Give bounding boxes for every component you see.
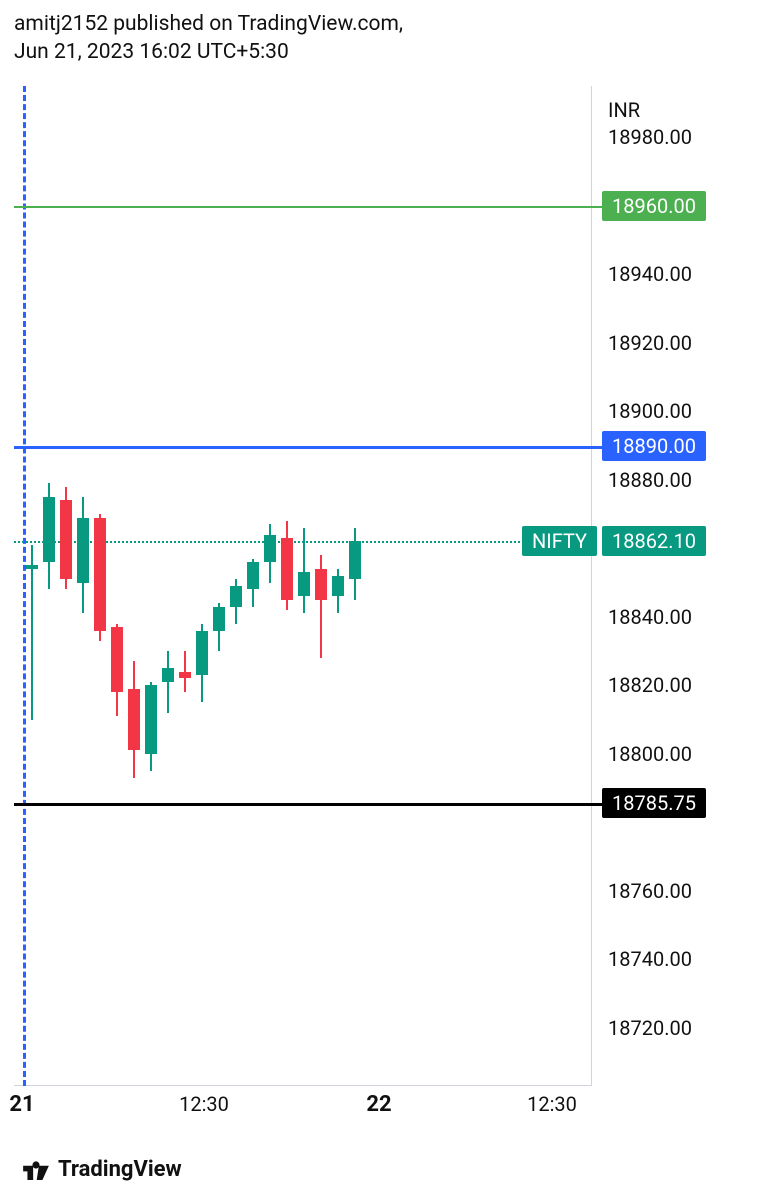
candle-wick xyxy=(303,528,305,614)
x-tick-label: 21 xyxy=(9,1092,34,1117)
candle-body xyxy=(43,497,55,562)
tradingview-logo-text: TradingView xyxy=(58,1157,182,1182)
x-tick-label: 12:30 xyxy=(527,1092,577,1116)
candle-body xyxy=(94,518,106,631)
y-tick-label: 18840.00 xyxy=(594,605,744,629)
candle-body xyxy=(247,562,259,589)
candle-wick xyxy=(31,545,33,720)
y-tick-label: 18760.00 xyxy=(594,879,744,903)
candle-body xyxy=(77,518,89,583)
x-axis[interactable]: 2112:302212:30 xyxy=(14,1086,592,1126)
candle-body xyxy=(332,576,344,597)
tradingview-logo-icon xyxy=(22,1160,50,1180)
chart-plot[interactable] xyxy=(14,86,592,1086)
y-tick-label: 18920.00 xyxy=(594,331,744,355)
price-level-badge: 18960.00 xyxy=(602,191,706,221)
publish-meta-line2: Jun 21, 2023 16:02 UTC+5:30 xyxy=(14,38,403,66)
y-tick-label: 18940.00 xyxy=(594,262,744,286)
y-tick-label: 18900.00 xyxy=(594,399,744,423)
y-tick-label: 18720.00 xyxy=(594,1016,744,1040)
price-level-badge: 18890.00 xyxy=(602,431,706,461)
symbol-badge: NIFTY xyxy=(522,526,597,556)
x-tick-label: 22 xyxy=(366,1092,391,1117)
y-tick-label: 18740.00 xyxy=(594,947,744,971)
candle-body xyxy=(111,627,123,692)
chart-area[interactable]: INR 18980.00 18940.00 18920.00 18900.00 1888… xyxy=(14,86,744,1126)
candle-body xyxy=(349,541,361,579)
candle-body xyxy=(26,565,38,568)
y-tick-label: 18820.00 xyxy=(594,673,744,697)
candle-body xyxy=(281,538,293,600)
publish-meta-line1: amitj2152 published on TradingView.com, xyxy=(14,10,403,38)
y-tick-label: 18800.00 xyxy=(594,742,744,766)
y-tick-label: 18880.00 xyxy=(594,468,744,492)
candle-body xyxy=(298,572,310,596)
publish-meta: amitj2152 published on TradingView.com, … xyxy=(14,10,403,67)
y-axis[interactable]: INR 18980.00 18940.00 18920.00 18900.00 1888… xyxy=(594,86,744,1086)
candle-wick xyxy=(167,651,169,713)
horizontal-level-line[interactable] xyxy=(14,206,602,208)
candle-body xyxy=(145,685,157,753)
candle-body xyxy=(162,668,174,682)
candle-body xyxy=(60,500,72,579)
tradingview-logo: TradingView xyxy=(22,1157,182,1182)
y-tick-label: 18980.00 xyxy=(594,125,744,149)
candle-body xyxy=(264,535,276,562)
candle-body xyxy=(128,689,140,751)
candle-body xyxy=(230,586,242,607)
candle-body xyxy=(315,569,327,600)
price-level-badge: 18785.75 xyxy=(602,788,706,818)
horizontal-level-line[interactable] xyxy=(14,446,602,449)
candle-body xyxy=(196,631,208,676)
currency-label: INR xyxy=(594,98,744,122)
session-start-line xyxy=(23,86,26,1086)
last-price-badge: 18862.10 xyxy=(602,526,706,556)
x-tick-label: 12:30 xyxy=(179,1092,229,1116)
candle-body xyxy=(213,607,225,631)
tradingview-snapshot: amitj2152 published on TradingView.com, … xyxy=(0,0,758,1200)
horizontal-level-line[interactable] xyxy=(14,803,602,806)
candle-body xyxy=(179,672,191,679)
